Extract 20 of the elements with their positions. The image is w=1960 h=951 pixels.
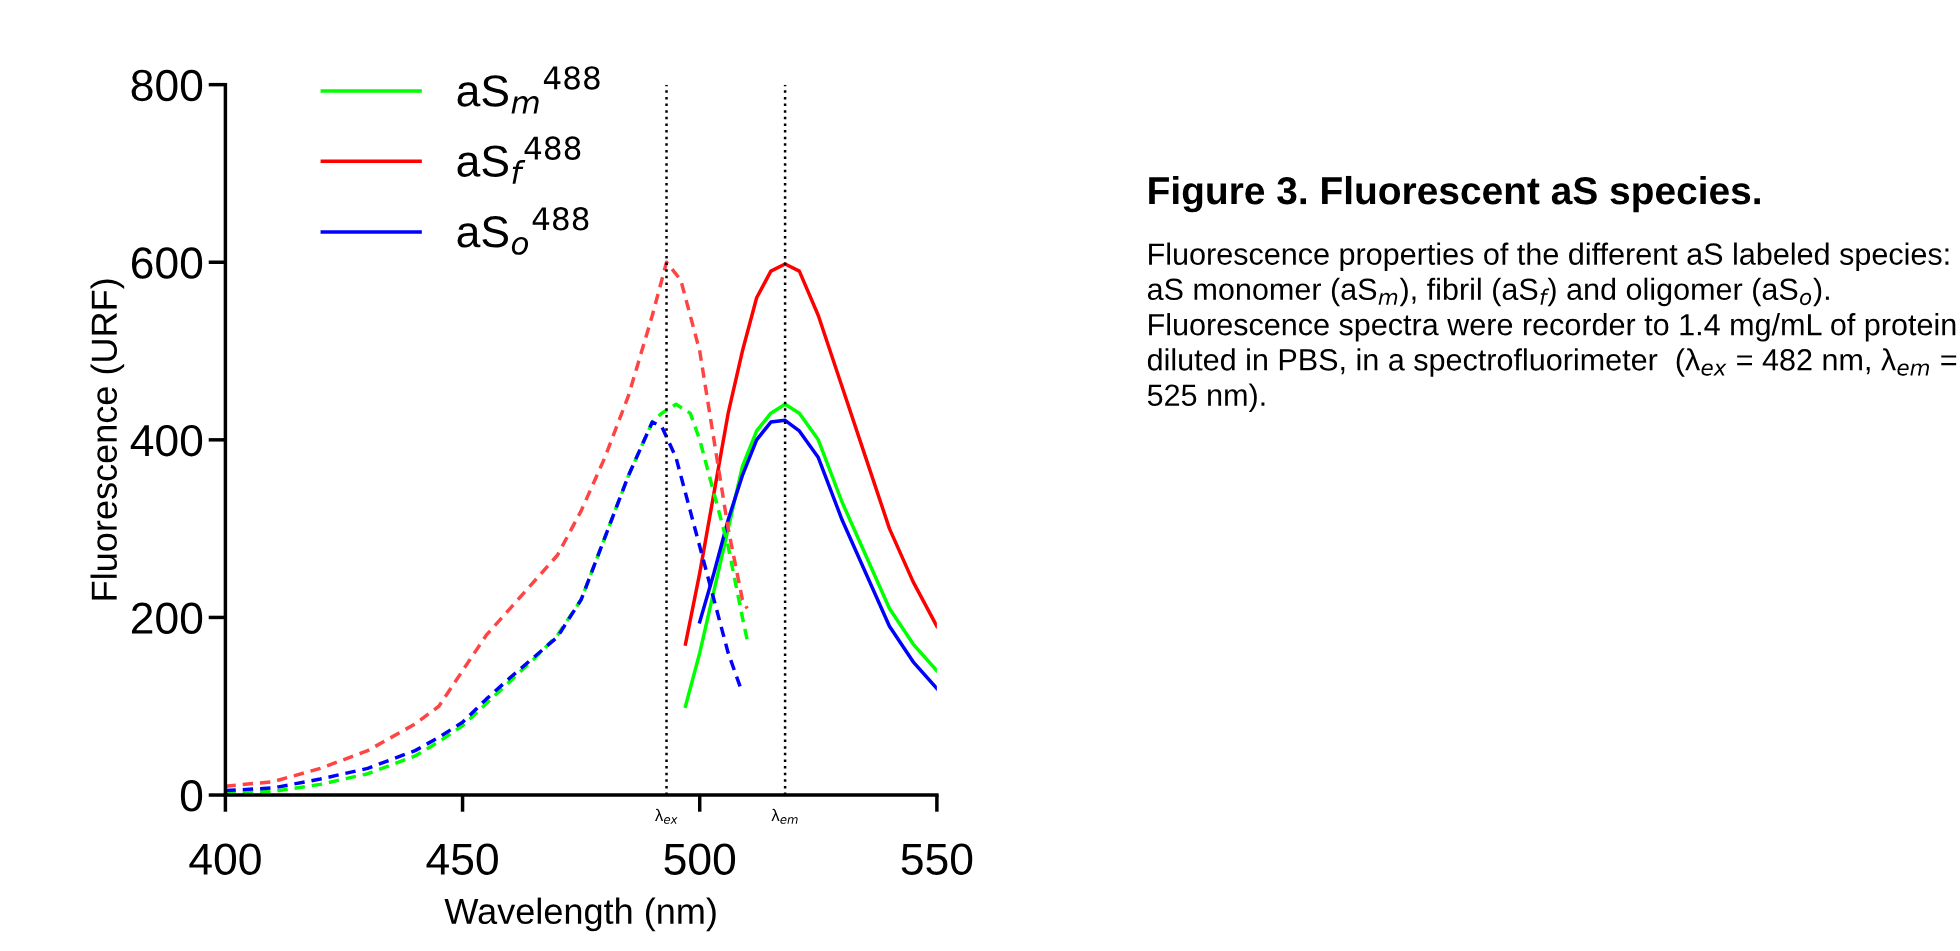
line-series [225, 260, 749, 788]
text: Figure 3. Fluorescent aS species. [1149, 175, 1760, 213]
y-tick-label: 200 [131, 602, 203, 634]
x-tick-label: 550 [901, 843, 973, 875]
legend-label: aS$_{f}$$^{488}$ [457, 136, 581, 184]
x-axis-title: Wavelength (nm) [444, 897, 716, 932]
x-tick-label: 500 [664, 843, 736, 875]
y-tick-label: 0 [180, 780, 203, 812]
line-series [683, 262, 937, 646]
y-axis-title: Fluorescence (URF) [90, 279, 125, 600]
x-tick-label: 450 [426, 843, 498, 875]
ref-line-label: λ$_{ex}$ [655, 808, 678, 824]
legend-label: aS$_{o}$$^{488}$ [457, 207, 589, 255]
legend-label: aS$_{m}$$^{488}$ [457, 66, 600, 114]
x-tick-label: 400 [189, 843, 261, 875]
y-tick-label: 400 [130, 424, 203, 457]
text: Fluorescence properties of the different aS labeled species: aS monomer (aS$_{m}$), fibril (aS$_{f}$) and oligomer (aS$_{o}$). Fluorescence spectra were recorder to 1.4 mg/mL of protein diluted in PBS, in a spectrofluorimeter (λ$_{ex}$ = 482 nm, λ$_{em}$ = 525 nm). [1147, 242, 1957, 413]
ref-line-label: λ$_{em}$ [771, 808, 798, 824]
y-tick-label: 600 [131, 247, 203, 279]
y-tick-label: 800 [131, 69, 203, 102]
